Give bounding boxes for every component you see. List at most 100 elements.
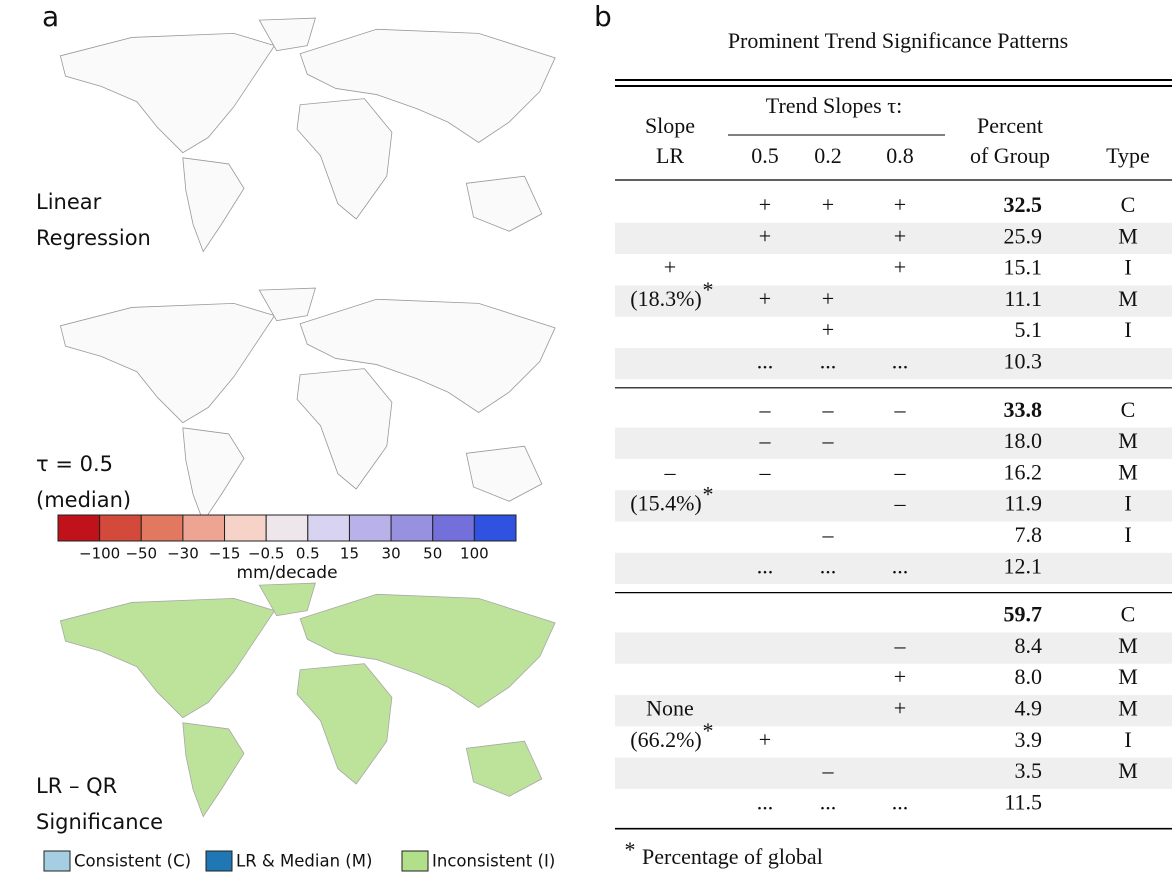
row-shade	[615, 758, 1172, 789]
colorbar-box	[474, 515, 516, 541]
percent: 25.9	[1004, 223, 1043, 248]
legend-label: LR & Median (M)	[236, 852, 372, 871]
cell: +	[759, 192, 771, 217]
colorbar-tick-label: 50	[423, 545, 442, 563]
header: 0.8	[886, 143, 914, 168]
percent: 7.8	[1015, 522, 1043, 547]
colorbar-box	[308, 515, 350, 541]
map-label: LR – QR	[36, 774, 117, 798]
cell: –	[759, 397, 772, 422]
cell: ...	[892, 789, 909, 814]
cell: –	[822, 758, 835, 783]
cell: ...	[820, 349, 837, 374]
percent: 15.1	[1004, 255, 1043, 280]
colorbar-box	[433, 515, 475, 541]
colorbar-box	[349, 515, 391, 541]
cell: ...	[757, 789, 774, 814]
type: I	[1124, 255, 1131, 280]
percent: 11.9	[1004, 491, 1042, 516]
cell: –	[822, 522, 835, 547]
cell: ...	[820, 789, 837, 814]
type: I	[1124, 727, 1131, 752]
group-label: +	[664, 255, 676, 280]
header: Type	[1106, 143, 1150, 168]
percent: 8.0	[1015, 664, 1043, 689]
header: Percent	[977, 113, 1043, 138]
footnote-mark: *	[703, 718, 714, 743]
cell: –	[822, 397, 835, 422]
colorbar-tick-label: 0.5	[296, 545, 320, 563]
map-label: τ = 0.5	[36, 452, 113, 476]
world-map	[60, 18, 555, 252]
table-title: Prominent Trend Significance Patterns	[728, 28, 1068, 53]
percent: 3.9	[1015, 727, 1043, 752]
header: 0.2	[814, 143, 842, 168]
land-outline	[60, 18, 555, 252]
colorbar-unit: mm/decade	[236, 563, 337, 583]
panel-label: a	[42, 0, 59, 33]
percent: 4.9	[1015, 696, 1043, 721]
colorbar-box	[141, 515, 183, 541]
type: M	[1118, 428, 1138, 453]
cell: +	[759, 286, 771, 311]
cell: ...	[892, 349, 909, 374]
legend-label: Inconsistent (I)	[432, 852, 555, 871]
percent: 12.1	[1004, 553, 1043, 578]
map-label: Regression	[36, 226, 151, 250]
type: M	[1118, 459, 1138, 484]
percent: 5.1	[1015, 317, 1043, 342]
panel-label: b	[594, 0, 612, 33]
percent: 11.5	[1004, 789, 1042, 814]
type: M	[1118, 664, 1138, 689]
cell: –	[894, 633, 907, 658]
colorbar-tick-label: −50	[125, 545, 157, 563]
map-label: (median)	[36, 488, 131, 512]
cell: –	[822, 428, 835, 453]
colorbar-box	[266, 515, 308, 541]
cell: +	[759, 223, 771, 248]
type: M	[1118, 286, 1138, 311]
legend-swatch	[402, 851, 428, 871]
group-label: –	[664, 459, 677, 484]
cell: +	[894, 223, 906, 248]
percent: 18.0	[1004, 428, 1043, 453]
footnote-mark: *	[703, 482, 714, 507]
colorbar-tick-label: 15	[340, 545, 359, 563]
type: C	[1121, 397, 1136, 422]
footnote-mark: *	[703, 277, 714, 302]
percent: 3.5	[1015, 758, 1043, 783]
row-shade	[615, 428, 1172, 459]
cell: +	[894, 255, 906, 280]
header: LR	[656, 143, 684, 168]
cell: ...	[820, 553, 837, 578]
header: 0.5	[751, 143, 779, 168]
cell: –	[894, 397, 907, 422]
land-outline	[60, 288, 555, 522]
legend-label: Consistent (C)	[74, 852, 191, 871]
cell: +	[894, 664, 906, 689]
cell: +	[822, 192, 834, 217]
cell: +	[822, 286, 834, 311]
header: of Group	[970, 143, 1050, 168]
colorbar-tick-label: 30	[382, 545, 401, 563]
map-label: Significance	[36, 810, 163, 834]
percent: 33.8	[1004, 397, 1043, 422]
colorbar-box	[58, 515, 100, 541]
colorbar-box	[183, 515, 225, 541]
header: Trend Slopes τ:	[766, 93, 902, 118]
percent: 59.7	[1004, 602, 1043, 627]
cell: –	[759, 428, 772, 453]
type: M	[1118, 758, 1138, 783]
type: C	[1121, 602, 1136, 627]
group-share: (18.3%)	[630, 286, 701, 311]
cell: +	[759, 727, 771, 752]
type: I	[1124, 317, 1131, 342]
cell: –	[894, 491, 907, 516]
cell: –	[759, 459, 772, 484]
type: M	[1118, 696, 1138, 721]
colorbar-tick-label: −0.5	[248, 545, 284, 563]
group-share: (66.2%)	[630, 727, 701, 752]
header: Slope	[645, 113, 695, 138]
type: M	[1118, 633, 1138, 658]
type: M	[1118, 223, 1138, 248]
